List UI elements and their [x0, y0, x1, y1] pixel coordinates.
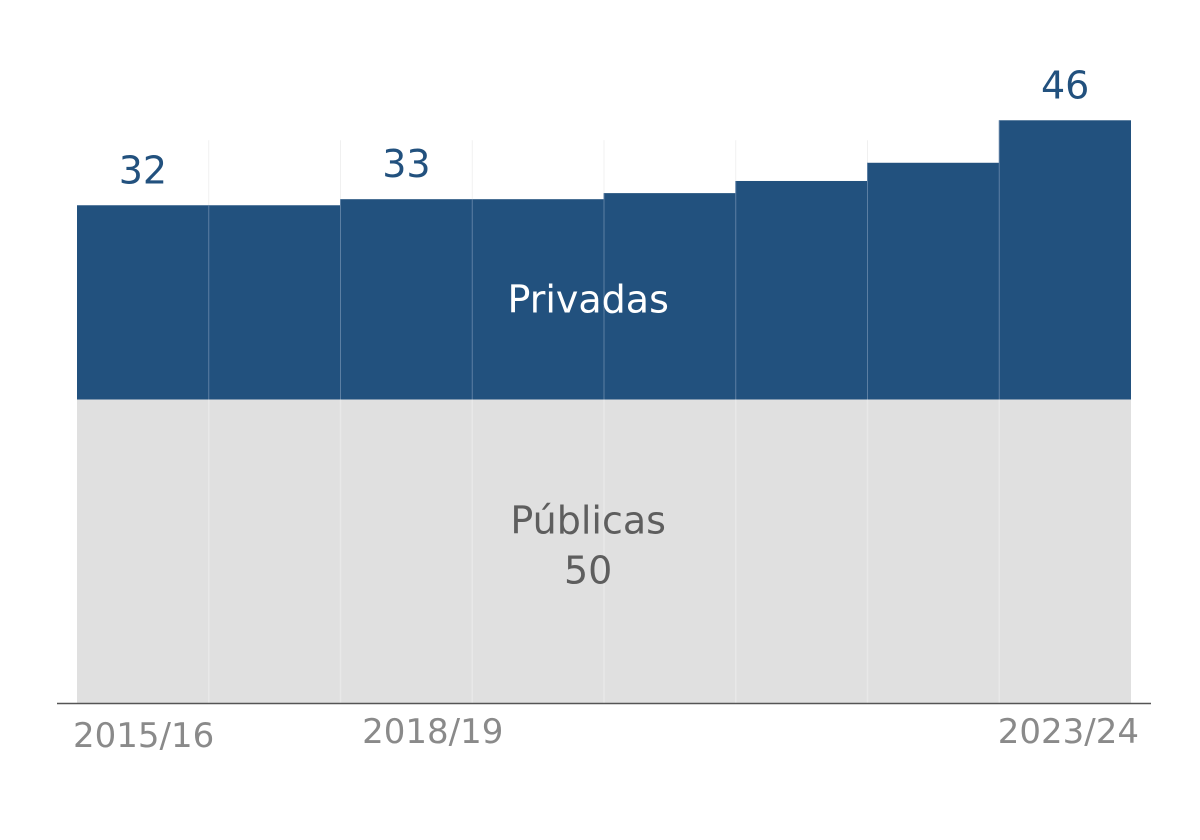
data-label: 32 [119, 148, 167, 192]
bar-privadas [77, 205, 209, 400]
publicas-series-label: Públicas [510, 498, 666, 542]
bar-separators [208, 120, 1000, 703]
privadas-bars [77, 120, 1131, 400]
data-labels: 32 33 46 [119, 63, 1090, 192]
bar-publicas [340, 399, 473, 703]
bar-publicas [77, 399, 209, 703]
bar-privadas [999, 120, 1131, 400]
bar-publicas [208, 399, 341, 703]
privadas-series-label: Privadas [507, 277, 668, 321]
publicas-value-label: 50 [564, 548, 612, 592]
bar-publicas [999, 399, 1131, 703]
column-separators [208, 120, 1000, 206]
bar-publicas [604, 399, 736, 703]
x-tick-labels: 2015/16 2018/19 2023/24 [73, 712, 1139, 756]
x-tick-label: 2023/24 [998, 712, 1139, 752]
x-tick-label: 2015/16 [73, 716, 214, 756]
bar-privadas [604, 193, 736, 400]
bar-publicas [867, 399, 1000, 703]
data-label: 33 [382, 142, 430, 186]
data-label: 46 [1041, 63, 1089, 107]
x-tick-label: 2018/19 [362, 712, 503, 752]
publicas-bars [77, 399, 1131, 703]
bar-publicas [472, 399, 604, 703]
bar-privadas [208, 205, 341, 400]
bar-privadas [340, 199, 473, 400]
bar-privadas [472, 199, 604, 400]
bar-publicas [735, 399, 868, 703]
bar-privadas [867, 162, 1000, 400]
bar-privadas [735, 180, 868, 400]
